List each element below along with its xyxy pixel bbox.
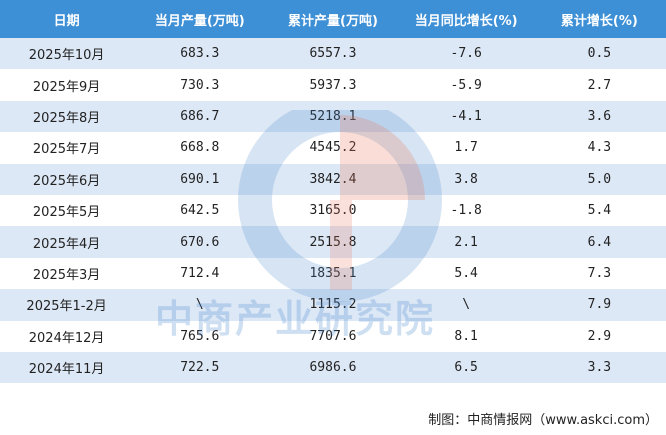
value-cell: -7.6 [399,38,533,70]
value-cell: 0.5 [532,38,666,70]
value-cell: 668.8 [133,132,267,164]
value-cell: 2.7 [532,69,666,101]
value-cell: \ [399,289,533,321]
date-cell: 2025年5月 [0,194,134,227]
watermark-text: 中商产业研究院 [155,297,436,341]
value-cell: -4.1 [399,100,533,133]
table-row: 2025年7月 668.8 4545.2 1.7 4.3 [0,132,666,164]
date-cell: 2025年7月 [0,132,134,164]
table-row: 2024年12月 765.6 7707.6 8.1 2.9 [0,320,666,352]
header-row: 日期 当月产量(万吨) 累计产量(万吨) 当月同比增长(%) 累计增长(%) [0,0,666,38]
date-cell: 2025年3月 [0,257,134,290]
value-cell: 6557.3 [266,38,400,70]
value-cell: 2.1 [399,226,533,258]
table-row: 2025年6月 690.1 3842.4 3.8 5.0 [0,163,666,195]
value-cell: 7707.6 [266,320,400,352]
table-row: 2025年9月 730.3 5937.3 -5.9 2.7 [0,69,666,101]
value-cell: 712.4 [133,257,267,290]
value-cell: 690.1 [133,163,267,195]
value-cell: 8.1 [399,320,533,352]
table-row: 2024年11月 722.5 6986.6 6.5 3.3 [0,351,666,384]
value-cell: 730.3 [133,69,267,101]
table-row: 2025年5月 642.5 3165.0 -1.8 5.4 [0,194,666,227]
value-cell: 5218.1 [266,100,400,133]
value-cell: 6.4 [532,226,666,258]
value-cell: 722.5 [133,351,267,384]
value-cell: 3.8 [399,163,533,195]
value-cell: 1835.1 [266,257,400,290]
column-header: 累计产量(万吨) [266,0,400,38]
table-row: 2025年10月 683.3 6557.3 -7.6 0.5 [0,38,666,70]
value-cell: 1115.2 [266,289,400,321]
column-header: 当月产量(万吨) [133,0,267,38]
date-cell: 2024年11月 [0,351,134,384]
column-header: 当月同比增长(%) [399,0,533,38]
value-cell: 7.3 [532,257,666,290]
value-cell: 3165.0 [266,194,400,227]
table-row: 2025年4月 670.6 2515.8 2.1 6.4 [0,226,666,258]
footer: 制图：中商情报网（www.askci.com） [428,413,658,428]
value-cell: 5937.3 [266,69,400,101]
value-cell: 6.5 [399,351,533,384]
date-cell: 2024年12月 [0,320,134,352]
value-cell: 765.6 [133,320,267,352]
value-cell: 3.3 [532,351,666,384]
value-cell: 4545.2 [266,132,400,164]
value-cell: 5.0 [532,163,666,195]
value-cell: \ [133,289,267,321]
date-cell: 2025年4月 [0,226,134,258]
date-cell: 2025年6月 [0,163,134,195]
column-header: 累计增长(%) [532,0,666,38]
value-cell: 2.9 [532,320,666,352]
value-cell: 5.4 [399,257,533,290]
value-cell: 7.9 [532,289,666,321]
date-cell: 2025年8月 [0,100,134,133]
value-cell: 5.4 [532,194,666,227]
table-row: 2025年8月 686.7 5218.1 -4.1 3.6 [0,100,666,133]
date-cell: 2025年9月 [0,69,134,101]
value-cell: 686.7 [133,100,267,133]
table-row: 2025年1-2月 \ 1115.2 \ 7.9 [0,289,666,321]
value-cell: 6986.6 [266,351,400,384]
value-cell: 4.3 [532,132,666,164]
data-table: 日期 当月产量(万吨) 累计产量(万吨) 当月同比增长(%) 累计增长(%) 2025年… [0,0,666,384]
table-row: 2025年3月 712.4 1835.1 5.4 7.3 [0,257,666,290]
value-cell: 670.6 [133,226,267,258]
value-cell: 3.6 [532,100,666,133]
value-cell: -1.8 [399,194,533,227]
date-cell: 2025年1-2月 [0,289,134,321]
value-cell: 3842.4 [266,163,400,195]
value-cell: 642.5 [133,194,267,227]
value-cell: 683.3 [133,38,267,70]
value-cell: 1.7 [399,132,533,164]
column-header: 日期 [0,0,134,38]
value-cell: -5.9 [399,69,533,101]
value-cell: 2515.8 [266,226,400,258]
date-cell: 2025年10月 [0,38,134,70]
